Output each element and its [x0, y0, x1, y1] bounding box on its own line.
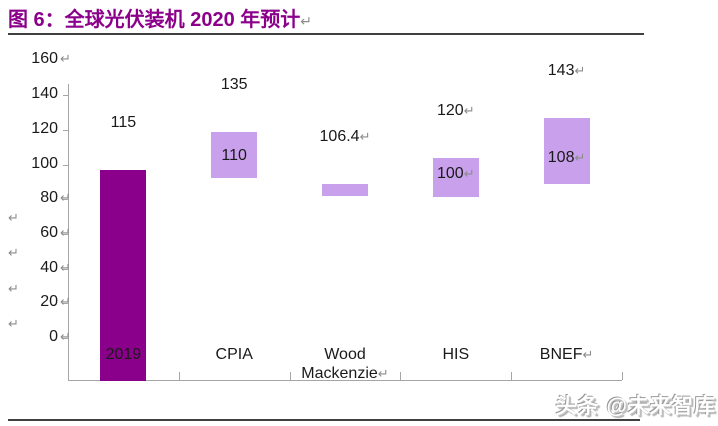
y-axis-label: 40 ↵: [40, 258, 71, 276]
y-axis-tick: [63, 268, 68, 270]
y-axis-tick: [63, 164, 68, 166]
return-mark-icon: ↵: [359, 128, 371, 144]
bar-value-label: 100↵: [436, 164, 475, 182]
return-mark-icon: ↵: [60, 294, 71, 310]
return-mark-icon: ↵: [574, 62, 586, 78]
category-label: 2019: [105, 346, 142, 363]
x-axis-tick: [290, 372, 291, 380]
y-axis-tick: [63, 233, 68, 235]
bar-value-label: 110: [221, 146, 247, 164]
return-mark-icon: ↵: [377, 366, 389, 381]
y-axis-label: 80 ↵: [40, 189, 71, 207]
category-label: BNEF↵: [539, 346, 594, 363]
x-axis-tick: [622, 372, 623, 380]
bar-value-label: 115: [110, 113, 137, 131]
category-label: Wood Mackenzie↵: [301, 346, 389, 382]
return-mark-icon: ↵: [463, 102, 475, 118]
bottom-rule: [8, 419, 640, 421]
return-mark-icon: ↵: [574, 149, 586, 165]
y-axis-label: 60 ↵: [40, 223, 71, 241]
watermark: 头条 @未来智库: [555, 395, 716, 418]
y-axis-tick: [63, 303, 68, 305]
return-mark-icon: ↵: [60, 259, 71, 275]
bar-value-label: 135: [220, 75, 248, 93]
bar: [432, 157, 479, 198]
bar-value-label: 106.4↵: [319, 127, 371, 145]
y-axis-label: 140: [31, 85, 58, 103]
return-mark-icon: ↵: [8, 210, 19, 225]
return-mark-icon: ↵: [60, 224, 71, 240]
figure-title: 图 6：全球光伏装机 2020 年预计↵: [8, 3, 312, 32]
return-mark-icon: ↵: [8, 316, 19, 331]
bar: [211, 131, 258, 179]
y-axis-tick: [63, 199, 68, 201]
category-label: HIS: [442, 346, 470, 363]
return-mark-icon: ↵: [8, 281, 19, 296]
return-mark-icon: ↵: [463, 165, 475, 181]
y-axis-line: [68, 84, 69, 380]
bar: [543, 117, 590, 184]
return-mark-icon: ↵: [582, 347, 594, 362]
y-axis-label: 160 ↵: [31, 50, 71, 68]
y-axis-tick: [63, 129, 68, 131]
return-mark-icon: ↵: [300, 13, 313, 29]
bar: [322, 183, 368, 196]
category-label: CPIA: [215, 346, 253, 363]
y-axis-tick: [63, 338, 68, 339]
x-axis-tick: [68, 372, 69, 380]
bar-value-label: 143↵: [547, 61, 586, 79]
y-axis-label: 20 ↵: [40, 293, 71, 311]
y-axis-label: 0 ↵: [49, 328, 71, 345]
bar: [100, 169, 147, 382]
return-mark-icon: ↵: [60, 51, 71, 67]
bar-value-label: 120↵: [436, 101, 475, 119]
x-axis-tick: [511, 372, 512, 380]
x-axis-line: [68, 380, 622, 381]
x-axis-tick: [179, 372, 180, 380]
figure-title-text: 图 6：全球光伏装机 2020 年预计: [8, 9, 301, 31]
bar-value-label: 108↵: [547, 148, 586, 166]
return-mark-icon: ↵: [60, 329, 71, 344]
y-axis-label: 120: [31, 119, 58, 137]
return-mark-icon: ↵: [60, 190, 71, 206]
x-axis-tick: [400, 372, 401, 380]
return-mark-icon: ↵: [8, 245, 19, 260]
title-rule: [8, 33, 644, 35]
y-axis-tick: [63, 95, 68, 97]
y-axis-label: 100: [31, 154, 58, 172]
